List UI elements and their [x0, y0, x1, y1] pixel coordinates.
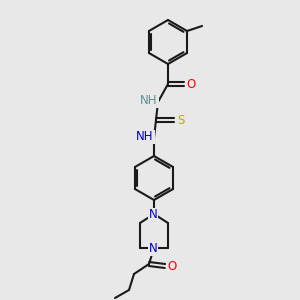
Text: O: O — [186, 77, 196, 91]
Text: NH: NH — [136, 130, 154, 143]
Text: N: N — [148, 208, 158, 221]
Text: NH: NH — [136, 130, 154, 143]
Text: N: N — [148, 242, 158, 256]
Text: S: S — [177, 113, 185, 127]
Text: N: N — [148, 208, 158, 221]
Text: S: S — [177, 113, 185, 127]
Text: NH: NH — [140, 94, 158, 107]
Text: O: O — [186, 77, 196, 91]
Text: NH: NH — [140, 94, 158, 107]
Text: O: O — [167, 260, 177, 272]
Text: N: N — [148, 242, 158, 256]
Text: O: O — [167, 260, 177, 272]
